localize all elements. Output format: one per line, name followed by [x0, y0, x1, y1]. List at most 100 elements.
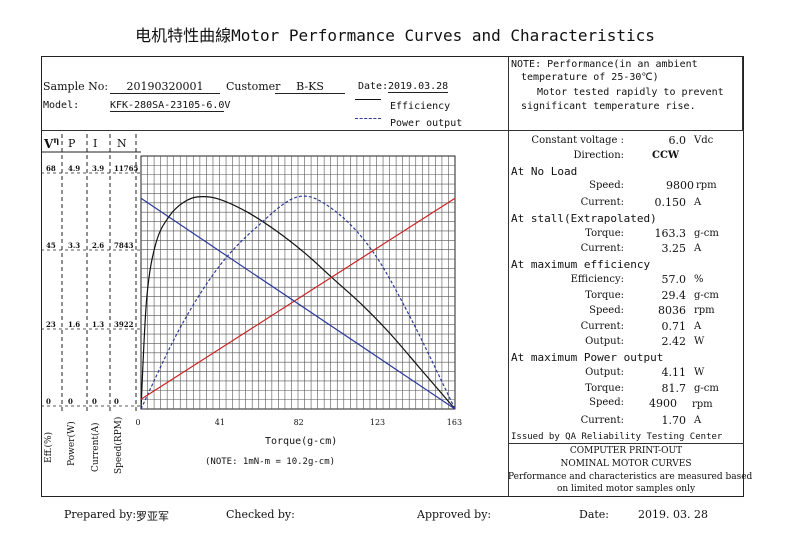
x-tick-label: 0: [135, 418, 140, 427]
approved-by-label: Approved by:: [417, 508, 492, 521]
sample-no-label: Sample No:: [43, 80, 109, 93]
max-eff-efficiency-value: 57.0: [661, 273, 687, 286]
no-load-speed-value: 9800: [666, 179, 694, 192]
max-power-current-unit: A: [694, 415, 702, 426]
axis-title-power: Power(W): [67, 421, 77, 466]
note-line-4: significant temperature rise.: [521, 101, 696, 112]
y-tick-label-i: 0: [92, 397, 97, 406]
axis-header-p: P: [68, 137, 76, 150]
report-frame: [41, 56, 744, 497]
issued-by: Issued by QA Reliability Testing Center: [511, 432, 723, 442]
y-tick-label-eff: 68: [46, 164, 56, 173]
max-power-output-unit: W: [694, 367, 705, 378]
max-eff-current-unit: A: [694, 321, 702, 332]
note-line-1: NOTE: Performance(in an ambient: [511, 59, 698, 70]
y-tick-label-i: 2.6: [92, 241, 104, 250]
spec-voltage-unit: Vdc: [694, 135, 714, 146]
axis-title-eff: Eff.(%): [44, 431, 54, 463]
max-power-speed-label: Speed:: [589, 397, 624, 408]
max-power-speed-value: 4900: [649, 397, 677, 410]
max-power-output-label: Output:: [585, 367, 624, 378]
y-tick-label-p: 1.6: [68, 320, 80, 329]
max-eff-efficiency-unit: %: [694, 274, 704, 285]
model-value: KFK-280SA-23105-6.0V: [110, 100, 231, 112]
axis-title-speed: Speed(RPM): [114, 416, 124, 474]
axis-header-n: N: [117, 137, 127, 150]
max-power-output-value: 4.11: [661, 366, 687, 379]
stall-torque-value: 163.3: [654, 227, 687, 240]
checked-by-label: Checked by:: [226, 508, 295, 521]
max-eff-speed-value: 8036: [658, 304, 686, 317]
max-eff-torque-unit: g-cm: [694, 290, 719, 301]
divider-header: [41, 130, 744, 131]
note-border: [742, 56, 743, 130]
max-power-torque-label: Torque:: [585, 383, 624, 394]
curve-current-a: [140, 197, 456, 400]
date-label: Date:: [358, 81, 389, 92]
x-tick-label: 123: [370, 418, 385, 427]
max-eff-speed-unit: rpm: [694, 305, 715, 316]
y-tick-label-eff: 0: [46, 397, 51, 406]
no-load-speed-unit: rpm: [696, 180, 717, 191]
chart-curves: [140, 195, 456, 410]
stall-current-value: 3.25: [661, 242, 687, 255]
max-power-torque-unit: g-cm: [694, 383, 719, 394]
spec-voltage-label: Constant voltage :: [531, 135, 624, 146]
prepared-by-label: Prepared by:: [64, 508, 137, 521]
x-tick-label: 41: [215, 418, 225, 427]
y-tick-label-n: 11765: [114, 164, 138, 173]
curve-speed-rpm: [140, 197, 456, 410]
axis-header-eff: Vη: [44, 135, 60, 151]
max-eff-torque-value: 29.4: [661, 289, 687, 302]
footer-date-label: Date:: [579, 508, 610, 521]
stall-torque-unit: g-cm: [694, 228, 719, 239]
chart-grid: [140, 155, 456, 410]
spec-voltage-value: 6.0: [668, 134, 687, 147]
customer-label: Customer: [226, 80, 281, 93]
max-power-speed-unit: rpm: [692, 399, 713, 410]
max-eff-efficiency-label: Efficiency:: [570, 274, 624, 285]
y-tick-label-n: 3922: [114, 320, 134, 329]
spec-direction-label: Direction:: [573, 150, 624, 161]
y-tick-label-i: 1.3: [92, 320, 104, 329]
no-load-current-value: 0.150: [654, 196, 687, 209]
divider-printout: [508, 443, 744, 444]
y-tick-label-eff: 23: [46, 320, 56, 329]
spec-direction-value: CCW: [652, 150, 680, 161]
printout-line-3: Performance and characteristics are meas…: [508, 472, 753, 482]
max-eff-current-label: Current:: [580, 321, 624, 332]
no-load-current-label: Current:: [580, 197, 624, 208]
stall-current-unit: A: [694, 243, 702, 254]
prepared-by-value: 罗亚军: [136, 510, 169, 523]
legend-efficiency-swatch: [355, 99, 381, 100]
heading-stall: At stall(Extrapolated): [511, 212, 657, 225]
axis-columns: [41, 134, 141, 412]
no-load-speed-label: Speed:: [589, 180, 624, 191]
heading-max-power: At maximum Power output: [511, 351, 664, 364]
y-tick-label-p: 4.9: [68, 164, 80, 173]
printout-line-4: on limited motor samples only: [556, 484, 696, 494]
page-title: 电机特性曲線Motor Performance Curves and Chara…: [135, 26, 655, 45]
divider-vertical: [508, 56, 509, 497]
y-tick-label-p: 0: [68, 397, 73, 406]
y-tick-label-i: 3.9: [92, 164, 104, 173]
curve-power-output: [140, 195, 456, 410]
date-value: 2019.03.28: [388, 81, 449, 93]
max-power-torque-value: 81.7: [661, 382, 687, 395]
max-power-current-label: Current:: [580, 415, 624, 426]
heading-max-efficiency: At maximum efficiency: [511, 258, 651, 271]
stall-torque-label: Torque:: [585, 228, 624, 239]
legend-power-swatch: [355, 118, 381, 119]
y-tick-label-eff: 45: [46, 241, 56, 250]
x-axis-title: Torque(g-cm): [265, 436, 338, 447]
max-power-current-value: 1.70: [661, 414, 687, 427]
max-eff-output-label: Output:: [585, 336, 624, 347]
printout-line-2: NOMINAL MOTOR CURVES: [560, 459, 692, 469]
printout-line-1: COMPUTER PRINT-OUT: [569, 446, 683, 456]
legend-power-label: Power output: [390, 118, 463, 129]
stall-current-label: Current:: [580, 243, 624, 254]
axis-title-current: Current(A): [91, 422, 101, 472]
y-tick-label-n: 0: [114, 397, 119, 406]
max-eff-current-value: 0.71: [661, 320, 687, 333]
footer-date-value: 2019. 03. 28: [638, 508, 708, 521]
